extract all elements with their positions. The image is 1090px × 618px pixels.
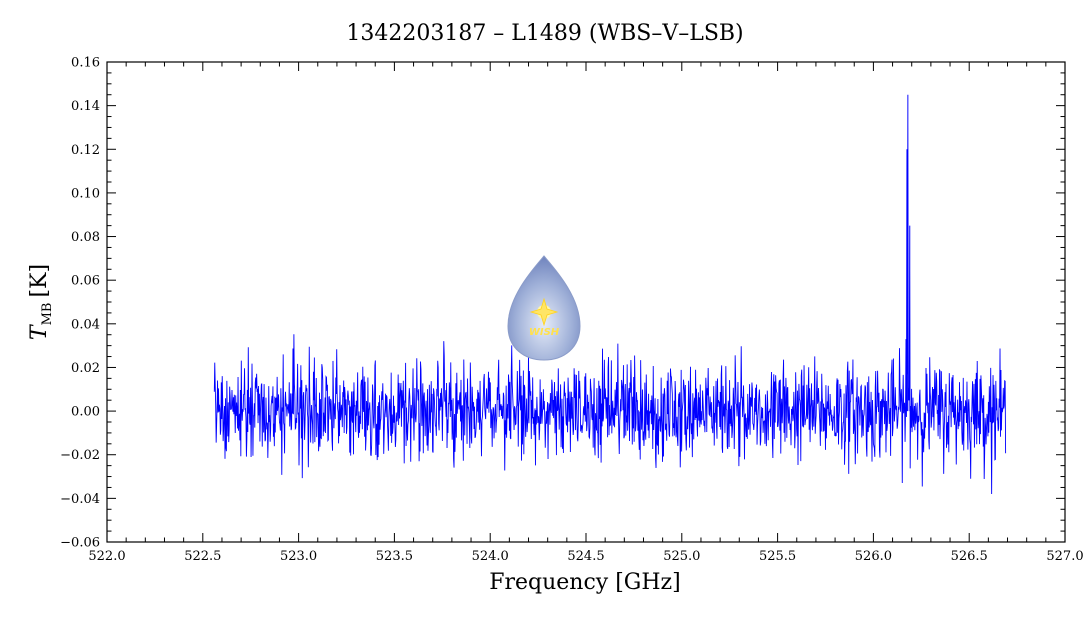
y-axis-symbol: T — [27, 323, 52, 340]
spectrum-series — [213, 94, 1007, 495]
chart-title: 1342203187 – L1489 (WBS–V–LSB) — [346, 21, 743, 46]
x-tick-label: 523.5 — [376, 549, 413, 564]
y-tick-label: 0.10 — [71, 186, 100, 201]
wish-logo-text: WISH — [529, 327, 560, 338]
x-tick-label: 526.5 — [951, 549, 988, 564]
wish-logo: WISH — [507, 255, 581, 361]
x-tick-label: 523.0 — [280, 549, 317, 564]
spectrum-line — [213, 94, 1007, 495]
y-tick-label: 0.08 — [71, 230, 100, 245]
star-icon — [529, 297, 559, 327]
y-tick-label: 0.14 — [71, 99, 100, 114]
y-axis: −0.06 −0.04 −0.02 0.00 0.02 0.04 0.06 0.08 0.10 0… — [60, 56, 1065, 551]
y-tick-label: 0.04 — [71, 317, 100, 332]
x-tick-label: 525.0 — [663, 549, 700, 564]
y-tick-label: −0.06 — [60, 536, 100, 551]
y-tick-label: 0.02 — [71, 361, 100, 376]
svg-text:TMB[K]: TMB [K] — [27, 264, 55, 340]
y-axis-unit: [K] — [27, 264, 52, 298]
y-tick-label: −0.02 — [60, 448, 100, 463]
x-tick-label: 524.5 — [567, 549, 604, 564]
x-axis-label: Frequency [GHz] — [489, 570, 681, 595]
x-tick-label: 526.0 — [855, 549, 892, 564]
plot-frame — [106, 61, 1066, 543]
y-tick-label: −0.04 — [60, 492, 100, 507]
y-tick-label: 0.00 — [71, 405, 100, 420]
y-tick-label: 0.16 — [71, 56, 100, 71]
x-tick-label: 522.0 — [88, 549, 125, 564]
x-tick-label: 524.0 — [472, 549, 509, 564]
y-axis-subscript: MB — [40, 303, 55, 326]
y-axis-label: TMB [K] — [27, 264, 55, 340]
x-tick-label: 525.5 — [759, 549, 796, 564]
y-tick-label: 0.06 — [71, 274, 100, 289]
y-tick-label: 0.12 — [71, 143, 100, 158]
x-tick-label: 522.5 — [184, 549, 221, 564]
x-axis: 522.0 522.5 523.0 523.5 524.0 524.5 525.0 525.5… — [88, 62, 1084, 564]
x-tick-label: 527.0 — [1046, 549, 1083, 564]
